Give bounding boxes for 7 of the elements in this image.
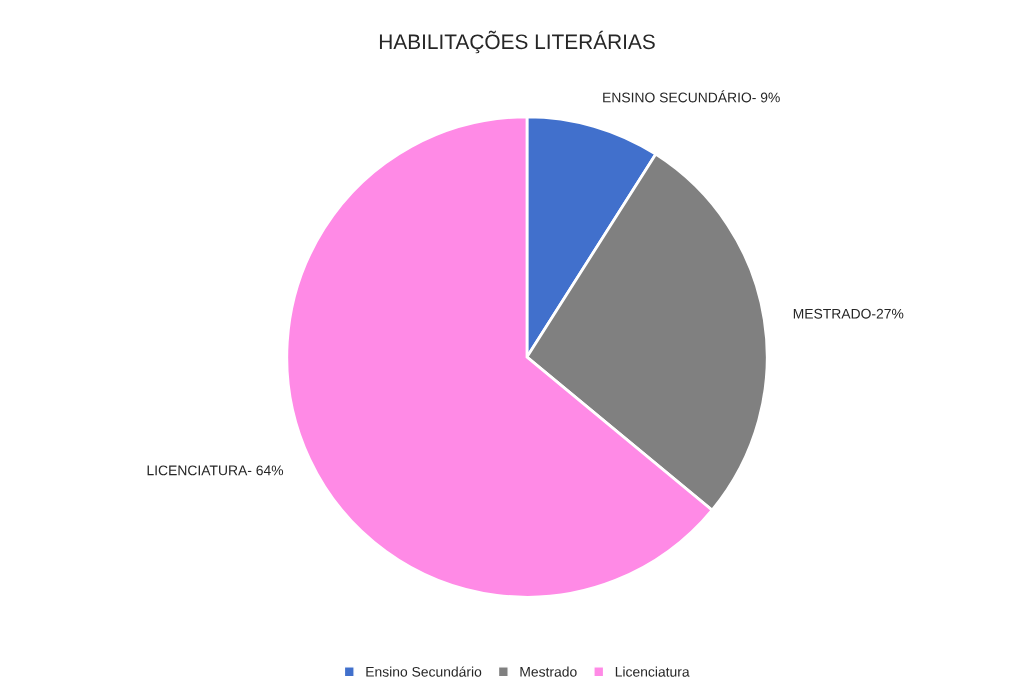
data-label: MESTRADO-27% [793, 308, 904, 319]
chart-title: HABILITAÇÕES LITERÁRIAS [379, 30, 655, 54]
legend-label: Licenciatura [615, 666, 690, 677]
data-label: ENSINO SECUNDÁRIO- 9% [603, 90, 780, 103]
legend-label: Mestrado [520, 666, 577, 677]
legend-label: Ensino Secundário [366, 666, 482, 677]
data-label: LICENCIATURA- 64% [147, 465, 284, 476]
